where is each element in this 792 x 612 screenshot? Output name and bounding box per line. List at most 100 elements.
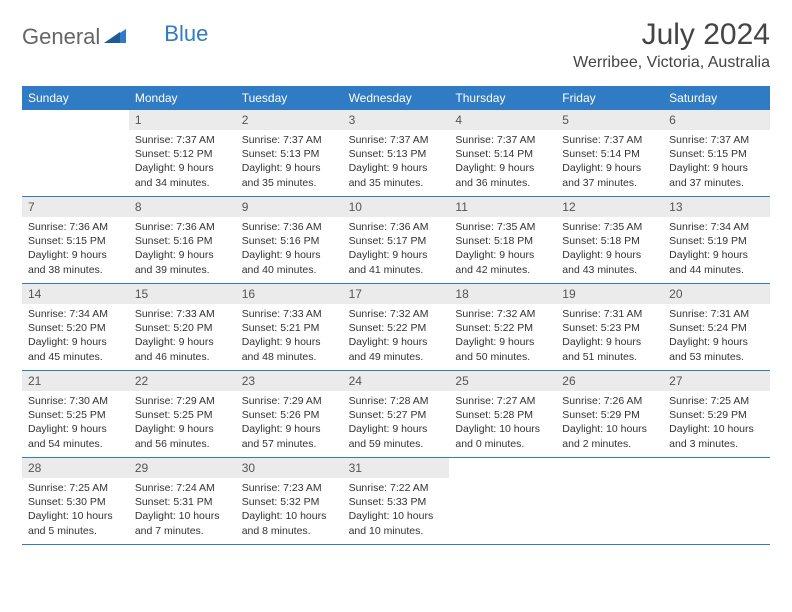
week-row: 1Sunrise: 7:37 AMSunset: 5:12 PMDaylight…: [22, 110, 770, 197]
day-body: Sunrise: 7:34 AMSunset: 5:19 PMDaylight:…: [663, 217, 770, 283]
day-number: 28: [22, 458, 129, 478]
day-body: Sunrise: 7:37 AMSunset: 5:14 PMDaylight:…: [556, 130, 663, 196]
location: Werribee, Victoria, Australia: [573, 54, 770, 72]
day-body: Sunrise: 7:22 AMSunset: 5:33 PMDaylight:…: [343, 478, 450, 544]
day-header-row: SundayMondayTuesdayWednesdayThursdayFrid…: [22, 86, 770, 110]
logo: General Blue: [22, 18, 208, 50]
day-body: Sunrise: 7:32 AMSunset: 5:22 PMDaylight:…: [343, 304, 450, 370]
day-number: 12: [556, 197, 663, 217]
day-body: Sunrise: 7:36 AMSunset: 5:16 PMDaylight:…: [236, 217, 343, 283]
week-row: 21Sunrise: 7:30 AMSunset: 5:25 PMDayligh…: [22, 371, 770, 458]
day-cell: 21Sunrise: 7:30 AMSunset: 5:25 PMDayligh…: [22, 371, 129, 457]
day-number: 17: [343, 284, 450, 304]
day-cell: 8Sunrise: 7:36 AMSunset: 5:16 PMDaylight…: [129, 197, 236, 283]
day-cell: 3Sunrise: 7:37 AMSunset: 5:13 PMDaylight…: [343, 110, 450, 196]
day-header: Saturday: [663, 86, 770, 110]
day-cell: 29Sunrise: 7:24 AMSunset: 5:31 PMDayligh…: [129, 458, 236, 544]
day-cell: [663, 458, 770, 544]
week-row: 14Sunrise: 7:34 AMSunset: 5:20 PMDayligh…: [22, 284, 770, 371]
day-body: Sunrise: 7:35 AMSunset: 5:18 PMDaylight:…: [449, 217, 556, 283]
day-cell: 17Sunrise: 7:32 AMSunset: 5:22 PMDayligh…: [343, 284, 450, 370]
day-cell: 27Sunrise: 7:25 AMSunset: 5:29 PMDayligh…: [663, 371, 770, 457]
day-body: Sunrise: 7:30 AMSunset: 5:25 PMDaylight:…: [22, 391, 129, 457]
day-body: Sunrise: 7:33 AMSunset: 5:21 PMDaylight:…: [236, 304, 343, 370]
day-cell: 18Sunrise: 7:32 AMSunset: 5:22 PMDayligh…: [449, 284, 556, 370]
day-number: 6: [663, 110, 770, 130]
day-cell: 11Sunrise: 7:35 AMSunset: 5:18 PMDayligh…: [449, 197, 556, 283]
day-number: 4: [449, 110, 556, 130]
day-cell: 14Sunrise: 7:34 AMSunset: 5:20 PMDayligh…: [22, 284, 129, 370]
week-row: 28Sunrise: 7:25 AMSunset: 5:30 PMDayligh…: [22, 458, 770, 545]
day-cell: 4Sunrise: 7:37 AMSunset: 5:14 PMDaylight…: [449, 110, 556, 196]
day-number: 22: [129, 371, 236, 391]
day-number: [449, 458, 556, 464]
day-cell: 19Sunrise: 7:31 AMSunset: 5:23 PMDayligh…: [556, 284, 663, 370]
week-row: 7Sunrise: 7:36 AMSunset: 5:15 PMDaylight…: [22, 197, 770, 284]
day-cell: 5Sunrise: 7:37 AMSunset: 5:14 PMDaylight…: [556, 110, 663, 196]
day-number: 16: [236, 284, 343, 304]
day-body: Sunrise: 7:34 AMSunset: 5:20 PMDaylight:…: [22, 304, 129, 370]
day-number: 18: [449, 284, 556, 304]
day-body: Sunrise: 7:31 AMSunset: 5:23 PMDaylight:…: [556, 304, 663, 370]
day-cell: 30Sunrise: 7:23 AMSunset: 5:32 PMDayligh…: [236, 458, 343, 544]
day-body: Sunrise: 7:36 AMSunset: 5:17 PMDaylight:…: [343, 217, 450, 283]
day-number: 9: [236, 197, 343, 217]
day-number: 15: [129, 284, 236, 304]
day-cell: 10Sunrise: 7:36 AMSunset: 5:17 PMDayligh…: [343, 197, 450, 283]
day-cell: [449, 458, 556, 544]
day-body: Sunrise: 7:37 AMSunset: 5:14 PMDaylight:…: [449, 130, 556, 196]
day-number: 19: [556, 284, 663, 304]
day-body: Sunrise: 7:25 AMSunset: 5:30 PMDaylight:…: [22, 478, 129, 544]
day-body: Sunrise: 7:31 AMSunset: 5:24 PMDaylight:…: [663, 304, 770, 370]
day-body: Sunrise: 7:37 AMSunset: 5:13 PMDaylight:…: [236, 130, 343, 196]
day-number: [556, 458, 663, 464]
day-cell: 24Sunrise: 7:28 AMSunset: 5:27 PMDayligh…: [343, 371, 450, 457]
day-cell: 9Sunrise: 7:36 AMSunset: 5:16 PMDaylight…: [236, 197, 343, 283]
day-cell: 12Sunrise: 7:35 AMSunset: 5:18 PMDayligh…: [556, 197, 663, 283]
day-number: 27: [663, 371, 770, 391]
day-number: 25: [449, 371, 556, 391]
day-body: Sunrise: 7:25 AMSunset: 5:29 PMDaylight:…: [663, 391, 770, 457]
day-body: Sunrise: 7:37 AMSunset: 5:15 PMDaylight:…: [663, 130, 770, 196]
day-body: Sunrise: 7:24 AMSunset: 5:31 PMDaylight:…: [129, 478, 236, 544]
day-body: Sunrise: 7:26 AMSunset: 5:29 PMDaylight:…: [556, 391, 663, 457]
day-number: 1: [129, 110, 236, 130]
day-body: Sunrise: 7:37 AMSunset: 5:12 PMDaylight:…: [129, 130, 236, 196]
day-header: Friday: [556, 86, 663, 110]
day-body: Sunrise: 7:29 AMSunset: 5:26 PMDaylight:…: [236, 391, 343, 457]
day-number: 8: [129, 197, 236, 217]
day-number: 13: [663, 197, 770, 217]
day-body: Sunrise: 7:37 AMSunset: 5:13 PMDaylight:…: [343, 130, 450, 196]
logo-word2: Blue: [164, 21, 208, 47]
day-header: Sunday: [22, 86, 129, 110]
day-cell: 26Sunrise: 7:26 AMSunset: 5:29 PMDayligh…: [556, 371, 663, 457]
day-number: 20: [663, 284, 770, 304]
day-number: [663, 458, 770, 464]
day-cell: [22, 110, 129, 196]
day-cell: 16Sunrise: 7:33 AMSunset: 5:21 PMDayligh…: [236, 284, 343, 370]
day-header: Tuesday: [236, 86, 343, 110]
day-number: 2: [236, 110, 343, 130]
day-body: Sunrise: 7:33 AMSunset: 5:20 PMDaylight:…: [129, 304, 236, 370]
day-body: Sunrise: 7:35 AMSunset: 5:18 PMDaylight:…: [556, 217, 663, 283]
day-cell: 23Sunrise: 7:29 AMSunset: 5:26 PMDayligh…: [236, 371, 343, 457]
day-number: 30: [236, 458, 343, 478]
day-cell: 25Sunrise: 7:27 AMSunset: 5:28 PMDayligh…: [449, 371, 556, 457]
day-number: 3: [343, 110, 450, 130]
day-cell: 22Sunrise: 7:29 AMSunset: 5:25 PMDayligh…: [129, 371, 236, 457]
weeks-container: 1Sunrise: 7:37 AMSunset: 5:12 PMDaylight…: [22, 110, 770, 545]
day-number: 14: [22, 284, 129, 304]
month-title: July 2024: [573, 18, 770, 52]
logo-word1: General: [22, 24, 100, 50]
day-number: 5: [556, 110, 663, 130]
day-body: Sunrise: 7:28 AMSunset: 5:27 PMDaylight:…: [343, 391, 450, 457]
day-body: Sunrise: 7:32 AMSunset: 5:22 PMDaylight:…: [449, 304, 556, 370]
day-body: Sunrise: 7:29 AMSunset: 5:25 PMDaylight:…: [129, 391, 236, 457]
day-number: 23: [236, 371, 343, 391]
day-header: Wednesday: [343, 86, 450, 110]
day-cell: [556, 458, 663, 544]
day-cell: 2Sunrise: 7:37 AMSunset: 5:13 PMDaylight…: [236, 110, 343, 196]
title-block: July 2024 Werribee, Victoria, Australia: [573, 18, 770, 72]
day-number: 29: [129, 458, 236, 478]
header: General Blue July 2024 Werribee, Victori…: [22, 18, 770, 72]
